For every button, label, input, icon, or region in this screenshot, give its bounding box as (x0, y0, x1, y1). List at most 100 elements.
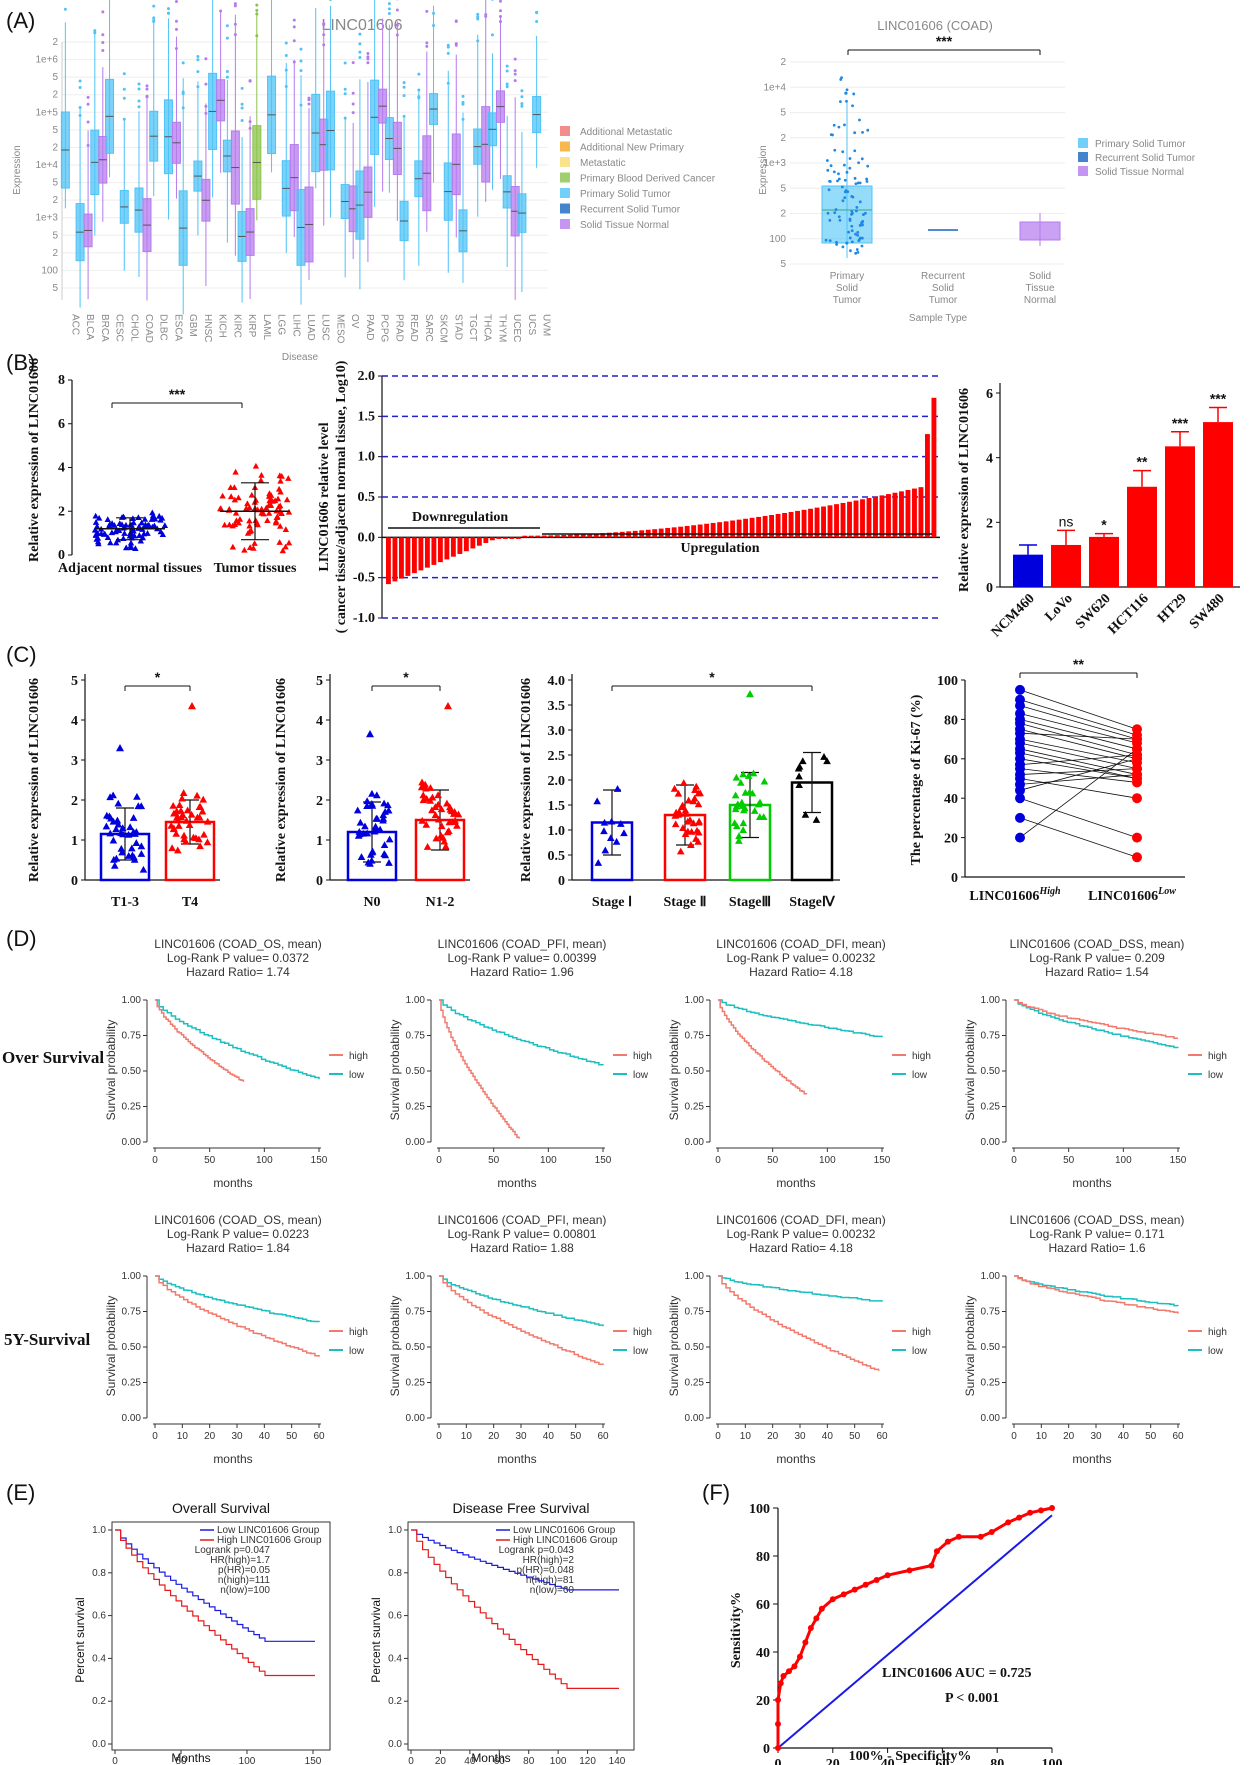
data-point (266, 497, 273, 504)
legend-entry: Recurrent Solid Tumor (1095, 153, 1196, 164)
data-point (607, 817, 616, 825)
data-point (674, 810, 683, 818)
bar (905, 489, 911, 538)
bar (580, 534, 586, 538)
data-point (431, 803, 440, 811)
outlier-point (322, 22, 326, 26)
data-point (760, 777, 769, 785)
data-point (731, 791, 740, 799)
data-point (278, 472, 285, 479)
x-tick-label: 10 (177, 1431, 189, 1442)
outlier-point (204, 111, 208, 115)
y-tick-label: 0.00 (981, 1137, 1001, 1148)
data-point (855, 248, 859, 251)
bar (788, 511, 794, 538)
survival-curve-low (1014, 999, 1179, 1049)
data-point (265, 510, 273, 516)
outlier-point (204, 57, 208, 61)
x-tick-label: LINC01606High (969, 886, 1061, 904)
outlier-point (446, 81, 450, 85)
outlier-point (402, 81, 406, 85)
y-tick-label: 1.5 (548, 799, 566, 814)
data-point (739, 819, 748, 827)
plot-frame (111, 1521, 331, 1751)
x-tick-label: THYM (496, 314, 507, 342)
roc-point (873, 1577, 880, 1583)
data-point (282, 526, 290, 532)
data-point (179, 811, 187, 819)
data-point (832, 170, 836, 174)
x-tick-label: 0 (436, 1155, 442, 1166)
outlier-point (484, 14, 488, 18)
data-point (613, 785, 622, 792)
data-point (418, 816, 427, 824)
data-point (139, 534, 147, 541)
data-point (617, 820, 625, 827)
outlier-point (535, 19, 539, 23)
x-tick-label: NCM460 (989, 591, 1038, 640)
plot-title: LINC01606 (COAD_OS, mean) (154, 1213, 321, 1227)
outlier-point (299, 59, 303, 63)
data-point (744, 772, 753, 779)
y-axis-label: Expression (12, 145, 23, 194)
x-tick-label: MESO (334, 314, 345, 344)
chart-f: 0 20 40 60 80 100 0 20 40 60 80 100 100% - Specifici… (729, 1502, 1063, 1765)
outlier-point (425, 9, 429, 13)
data-point (178, 794, 186, 802)
chart-c3: 0 0.5 1.0 1.5 2.0 2.5 3.0 3.5 4.0 Relative expres… (519, 669, 840, 910)
data-point (687, 841, 695, 848)
data-point (854, 251, 858, 255)
survival-curve-high (155, 1275, 320, 1357)
data-point (838, 218, 842, 222)
stat-text: HR(high)=2 (523, 1555, 575, 1566)
plot-title: Log-Rank P value= 0.00399 (448, 951, 597, 965)
outlier-point (93, 31, 97, 35)
y-tick-label: 0.00 (122, 1137, 142, 1148)
data-point (829, 164, 833, 168)
outlier-point (432, 11, 436, 15)
data-point (235, 494, 242, 501)
bar (606, 532, 612, 538)
y-tick-label: 60 (756, 1598, 770, 1613)
outlier-point (402, 94, 406, 98)
data-point (738, 798, 746, 806)
y-tick-label: 0.25 (685, 1102, 705, 1113)
x-tick-label: 50 (286, 1431, 298, 1442)
bar (775, 514, 781, 538)
bar (587, 533, 593, 538)
outlier-point (152, 4, 156, 8)
survival-curve-high (411, 1529, 619, 1689)
paired-line (1019, 752, 1138, 779)
outlier-point (122, 117, 126, 121)
x-tick-label: HNSC (202, 314, 213, 342)
y-tick-label: 2 (71, 794, 78, 809)
y-axis-label: Survival probability (104, 1296, 118, 1397)
outlier-point (425, 44, 429, 48)
bar (697, 524, 703, 538)
bar (762, 515, 768, 538)
stat-text: Logrank p=0.047 (195, 1545, 271, 1556)
y-axis-label: Percent survival (369, 1597, 383, 1682)
legend-swatch (1078, 138, 1088, 148)
data-point (379, 811, 388, 819)
data-point (423, 842, 432, 850)
legend-entry: low (1208, 1346, 1224, 1357)
outlier-point (351, 102, 355, 106)
data-point (759, 813, 768, 820)
y-tick-label: 1 (316, 834, 323, 849)
data-point (422, 820, 431, 828)
outlier-point (78, 113, 82, 117)
survival-curve-low (718, 999, 883, 1038)
bar (918, 487, 924, 538)
x-tick-label: 20 (767, 1431, 779, 1442)
data-point (277, 488, 284, 495)
y-tick-label: 0 (58, 548, 65, 563)
data-point (681, 830, 690, 838)
x-tick-label: 40 (543, 1431, 555, 1442)
x-tick-label: KIRP (246, 314, 257, 338)
data-point (243, 505, 250, 511)
outlier-point (845, 99, 848, 103)
data-point (860, 236, 864, 240)
y-tick-label: 0.0 (388, 1739, 402, 1750)
data-point (363, 829, 372, 837)
